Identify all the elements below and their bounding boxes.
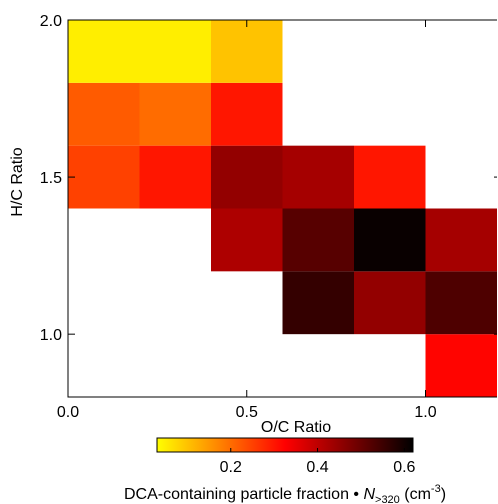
heat-cell [354,208,426,272]
y-tick-label: 1.0 [40,327,62,344]
heat-cell [425,271,497,335]
colorbar-label-text: DCA-containing particle fraction • [124,486,363,503]
colorbar [156,437,414,453]
heat-cell [282,145,354,209]
heat-cell [211,82,283,146]
heat-cell [354,271,426,335]
x-axis-label: O/C Ratio [261,419,331,436]
plot-frame [67,19,497,398]
colorbar-label-sub: >320 [375,494,400,504]
colorbar-label-var: N [363,486,375,503]
heat-cell [68,82,140,146]
heat-cell [68,20,140,83]
heat-cell [425,334,497,397]
heat-cell [425,208,497,272]
heat-cell [282,271,354,335]
heat-cell [139,82,211,146]
colorbar-label-sup: -3 [431,483,441,495]
colorbar-label: DCA-containing particle fraction • N>320… [124,483,446,504]
x-tick-label: 1.0 [414,404,436,421]
heat-cell [139,20,211,83]
heat-cell [211,208,283,272]
colorbar-tick-label: 0.6 [393,459,415,476]
heat-cell [282,208,354,272]
heat-cell [211,20,283,83]
heat-cell [211,145,283,209]
heat-cell [68,145,140,209]
colorbar-label-unit: (cm [400,486,431,503]
x-tick-label: 0.0 [57,404,79,421]
x-tick-label: 0.5 [236,404,258,421]
y-tick-label: 2.0 [40,13,62,30]
colorbar-tick-label: 0.2 [220,459,242,476]
y-tick-label: 1.5 [40,170,62,187]
y-axis-label: H/C Ratio [9,147,26,216]
heat-cell [139,145,211,209]
colorbar-label-end: ) [441,486,446,503]
colorbar-tick-label: 0.4 [306,459,328,476]
heat-cell [354,145,426,209]
